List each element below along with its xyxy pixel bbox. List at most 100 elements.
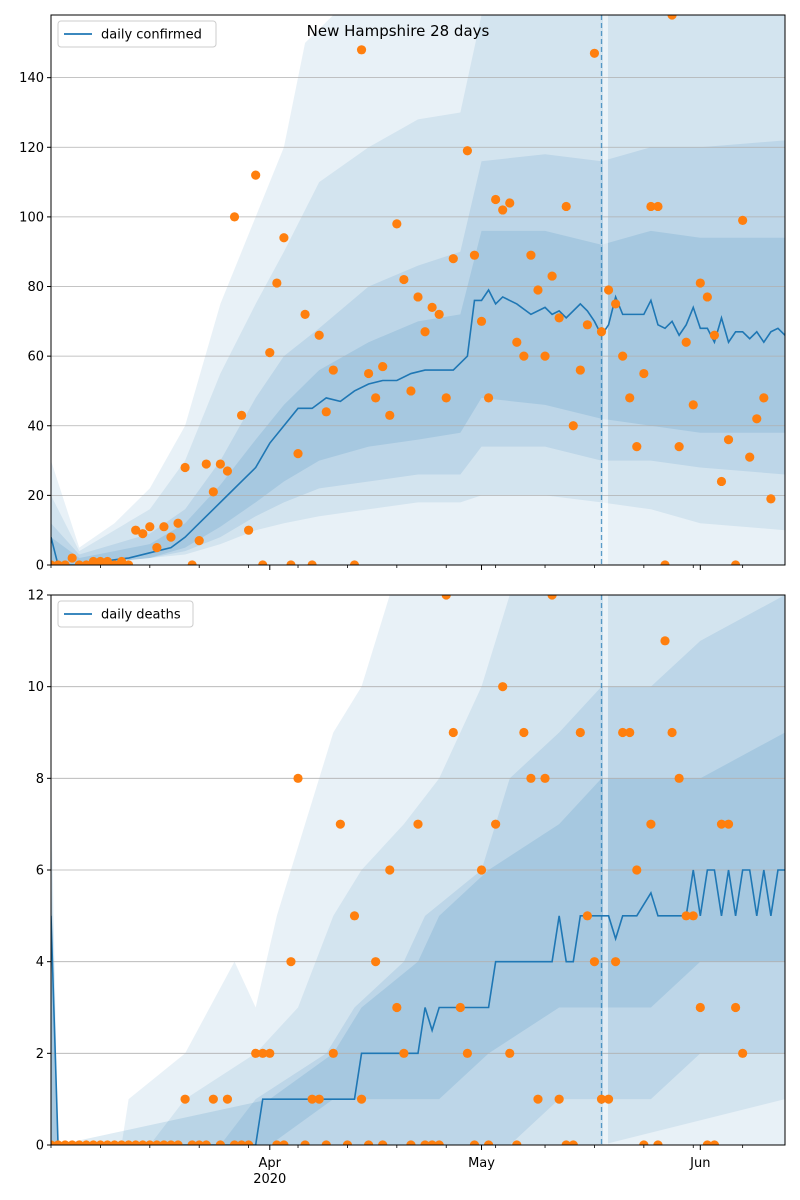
data-point [434, 309, 444, 319]
data-point [667, 727, 677, 738]
legend-label: daily deaths [101, 608, 181, 623]
data-point [716, 476, 727, 487]
data-point [730, 1002, 741, 1013]
data-point [81, 560, 91, 565]
data-point [222, 466, 233, 476]
data-point [759, 393, 769, 403]
data-point [145, 1140, 155, 1145]
data-point [427, 302, 437, 313]
y-tick-label: 20 [27, 489, 44, 504]
data-point [589, 48, 600, 58]
data-point [547, 595, 557, 600]
data-point [554, 313, 564, 323]
data-point [201, 1140, 211, 1145]
data-point [251, 1048, 261, 1058]
y-tick-label: 100 [19, 210, 44, 225]
data-point [618, 351, 628, 361]
data-point [208, 487, 218, 497]
data-point [681, 337, 691, 347]
data-point [314, 330, 324, 340]
data-point [441, 595, 451, 600]
data-point [512, 337, 522, 347]
data-point [519, 727, 529, 738]
x-tick-label: Apr [259, 1156, 282, 1171]
data-point [491, 194, 501, 205]
data-point [138, 529, 148, 539]
data-point [53, 1140, 63, 1145]
data-point [272, 278, 282, 288]
data-point [406, 386, 416, 396]
data-point [505, 1048, 515, 1058]
data-point [738, 1048, 748, 1058]
data-point [152, 1140, 162, 1145]
data-point [194, 1140, 204, 1145]
data-point [611, 957, 621, 967]
data-point [723, 435, 734, 445]
data-point [194, 536, 204, 546]
data-point [745, 452, 755, 462]
data-point [279, 233, 289, 243]
data-point [131, 1140, 141, 1145]
data-point [124, 560, 134, 565]
data-point [582, 320, 592, 330]
data-point [526, 250, 536, 260]
data-point [201, 459, 211, 469]
y-tick-label: 2 [36, 1047, 44, 1062]
data-point [448, 254, 458, 264]
data-point [632, 865, 642, 875]
data-point [596, 1094, 607, 1104]
data-point [378, 361, 388, 372]
data-point [265, 348, 275, 358]
data-point [716, 819, 727, 829]
data-point [371, 393, 381, 403]
data-point [244, 1140, 254, 1145]
data-point [462, 146, 473, 156]
data-point [166, 532, 176, 542]
data-point [236, 410, 247, 420]
data-point [603, 1094, 614, 1104]
data-point [95, 1140, 106, 1145]
data-point [448, 727, 458, 738]
data-point [60, 560, 70, 565]
data-point [180, 462, 190, 473]
data-point [483, 393, 494, 403]
data-point [723, 819, 734, 829]
data-point [328, 1048, 338, 1058]
data-point [766, 494, 776, 504]
data-point [441, 393, 451, 403]
data-point [328, 365, 338, 375]
data-point [215, 459, 225, 469]
data-point [109, 1140, 120, 1145]
data-point [632, 442, 642, 452]
data-point [244, 525, 254, 535]
data-point [660, 560, 670, 565]
data-point [392, 1002, 402, 1013]
data-point [81, 1140, 91, 1145]
data-point [568, 1140, 578, 1145]
data-point [138, 1140, 148, 1145]
data-point [639, 1140, 649, 1145]
data-point [124, 1140, 134, 1145]
data-point [159, 522, 169, 532]
data-point [667, 15, 677, 20]
data-point [752, 414, 762, 424]
data-point [420, 327, 430, 337]
y-tick-label: 40 [27, 419, 44, 434]
data-point [519, 351, 529, 361]
data-point [547, 271, 557, 281]
data-point [356, 45, 367, 55]
data-point [363, 368, 374, 379]
y-tick-label: 10 [27, 680, 44, 695]
data-point [709, 330, 720, 340]
data-point [131, 525, 141, 535]
data-point [476, 865, 487, 875]
data-point [363, 1140, 374, 1145]
data-point [618, 727, 628, 738]
plot-area [51, 595, 785, 1145]
data-point [145, 522, 155, 532]
data-point [639, 368, 649, 379]
data-point [413, 819, 423, 829]
data-point [702, 1140, 712, 1145]
data-point [53, 560, 63, 565]
